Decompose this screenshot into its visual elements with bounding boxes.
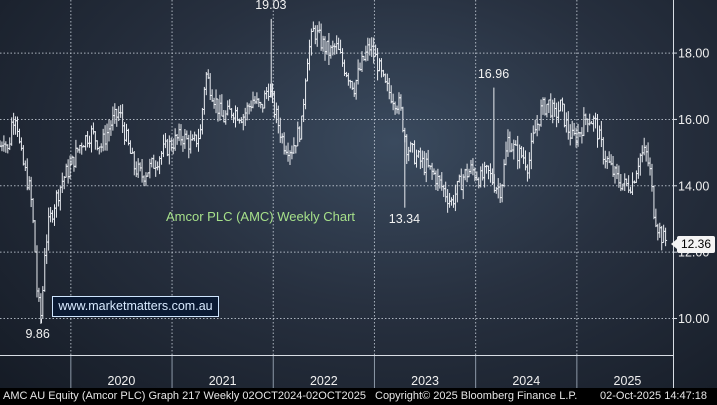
footer-copyright: Copyright© 2025 Bloomberg Finance L.P. bbox=[375, 390, 578, 402]
annotation-high-2024: 16.96 bbox=[477, 66, 510, 81]
annotation-high-2021: 19.03 bbox=[255, 0, 287, 12]
x-tick-label: 2023 bbox=[411, 374, 439, 388]
watermark-link: www.marketmatters.com.au bbox=[52, 296, 219, 317]
x-tick-label: 2024 bbox=[512, 374, 540, 388]
last-price-label: 12.36 bbox=[677, 236, 715, 253]
ohlc-bars bbox=[0, 18, 668, 324]
y-tick-label: 18.00 bbox=[678, 47, 709, 61]
price-chart: 10.0012.0014.0016.0018.00202020212022202… bbox=[0, 0, 709, 388]
x-tick-label: 2020 bbox=[108, 374, 136, 388]
annotation-low-2020: 9.86 bbox=[25, 327, 50, 342]
last-price-pointer bbox=[671, 239, 677, 249]
x-tick-label: 2021 bbox=[209, 374, 237, 388]
y-tick-label: 14.00 bbox=[678, 179, 709, 193]
footer-bar: AMC AU Equity (Amcor PLC) Graph 217 Week… bbox=[0, 388, 717, 405]
y-tick-label: 16.00 bbox=[678, 113, 709, 127]
chart-title: Amcor PLC (AMC) Weekly Chart bbox=[166, 209, 356, 224]
axes: 10.0012.0014.0016.0018.00202020212022202… bbox=[0, 0, 709, 388]
x-tick-label: 2022 bbox=[310, 374, 338, 388]
annotation-low-2023: 13.34 bbox=[388, 211, 421, 226]
y-tick-label: 10.00 bbox=[678, 312, 709, 326]
footer-security-info: AMC AU Equity (Amcor PLC) Graph 217 Week… bbox=[3, 390, 366, 402]
x-tick-label: 2025 bbox=[614, 374, 642, 388]
footer-timestamp: 02-Oct-2025 14:47:18 bbox=[600, 390, 708, 402]
